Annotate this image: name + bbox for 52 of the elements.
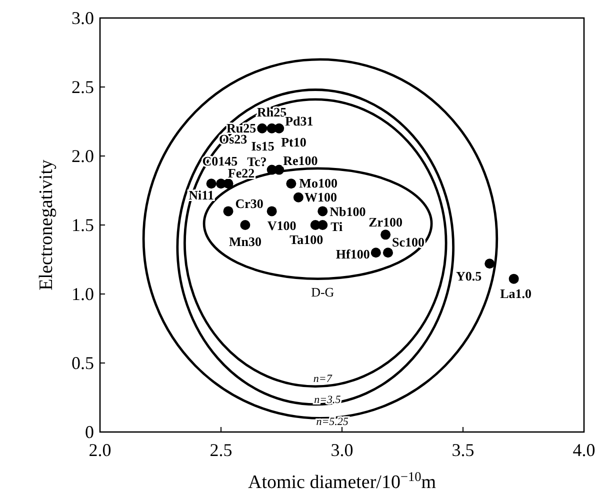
point (370, 248, 381, 258)
point (257, 123, 268, 134)
annotation: Zr100 (368, 214, 403, 230)
point (318, 220, 328, 230)
y-tick-label: 3.0 (72, 8, 94, 28)
x-tick-label: 3.0 (330, 440, 354, 460)
y-tick-label: 0 (85, 422, 94, 442)
y-tick-label: 1.0 (72, 284, 94, 304)
annotation: La1.0 (500, 286, 532, 301)
y-tick-label: 1.5 (72, 215, 94, 235)
y-tick-label: 2.5 (72, 77, 94, 97)
x-tick-label: 4.0 (572, 440, 596, 460)
point (318, 206, 328, 216)
x-axis-title: Atomic diameter/10$^{−10}$m (248, 468, 436, 493)
point (240, 220, 250, 230)
annotation: Nb100 (330, 204, 366, 220)
annotation: n=7 (313, 373, 332, 386)
point (206, 178, 216, 189)
point (274, 164, 284, 175)
x-tick-label: 3.5 (452, 440, 474, 460)
annotation: n=3.5 (314, 394, 342, 406)
point (382, 248, 393, 258)
annotation: Ti (330, 219, 344, 234)
point (484, 258, 495, 269)
annotation: Cr30 (235, 196, 264, 212)
annotation: Y0.5 (456, 268, 482, 284)
annotation: Mn30 (228, 234, 262, 249)
annotation: Ta100 (290, 232, 324, 247)
annotation: V100 (267, 218, 296, 234)
point (274, 123, 284, 134)
annotation: Sc100 (392, 234, 424, 250)
annotation: Is15 (251, 138, 275, 154)
annotation: W100 (304, 189, 337, 204)
annotation: n=5.25 (316, 416, 349, 428)
point (223, 206, 234, 216)
annotation: Pd31 (285, 113, 314, 128)
point (293, 192, 304, 202)
annotation: Hf100 (336, 246, 370, 262)
point (223, 178, 234, 189)
x-tick-label: 2.5 (210, 440, 232, 460)
y-tick-label: 0.5 (72, 353, 94, 373)
annotation: Re100 (283, 152, 318, 168)
annotation: Mo100 (299, 176, 338, 191)
point (266, 206, 277, 216)
y-tick-label: 2.0 (72, 146, 94, 166)
annotation: Pt10 (281, 134, 306, 150)
annotation: D-G (311, 284, 334, 300)
y-axis-title: Electronegativity (36, 159, 57, 290)
point (508, 274, 519, 284)
point (286, 178, 296, 189)
x-tick-label: 2.0 (88, 440, 112, 460)
point (380, 230, 391, 240)
